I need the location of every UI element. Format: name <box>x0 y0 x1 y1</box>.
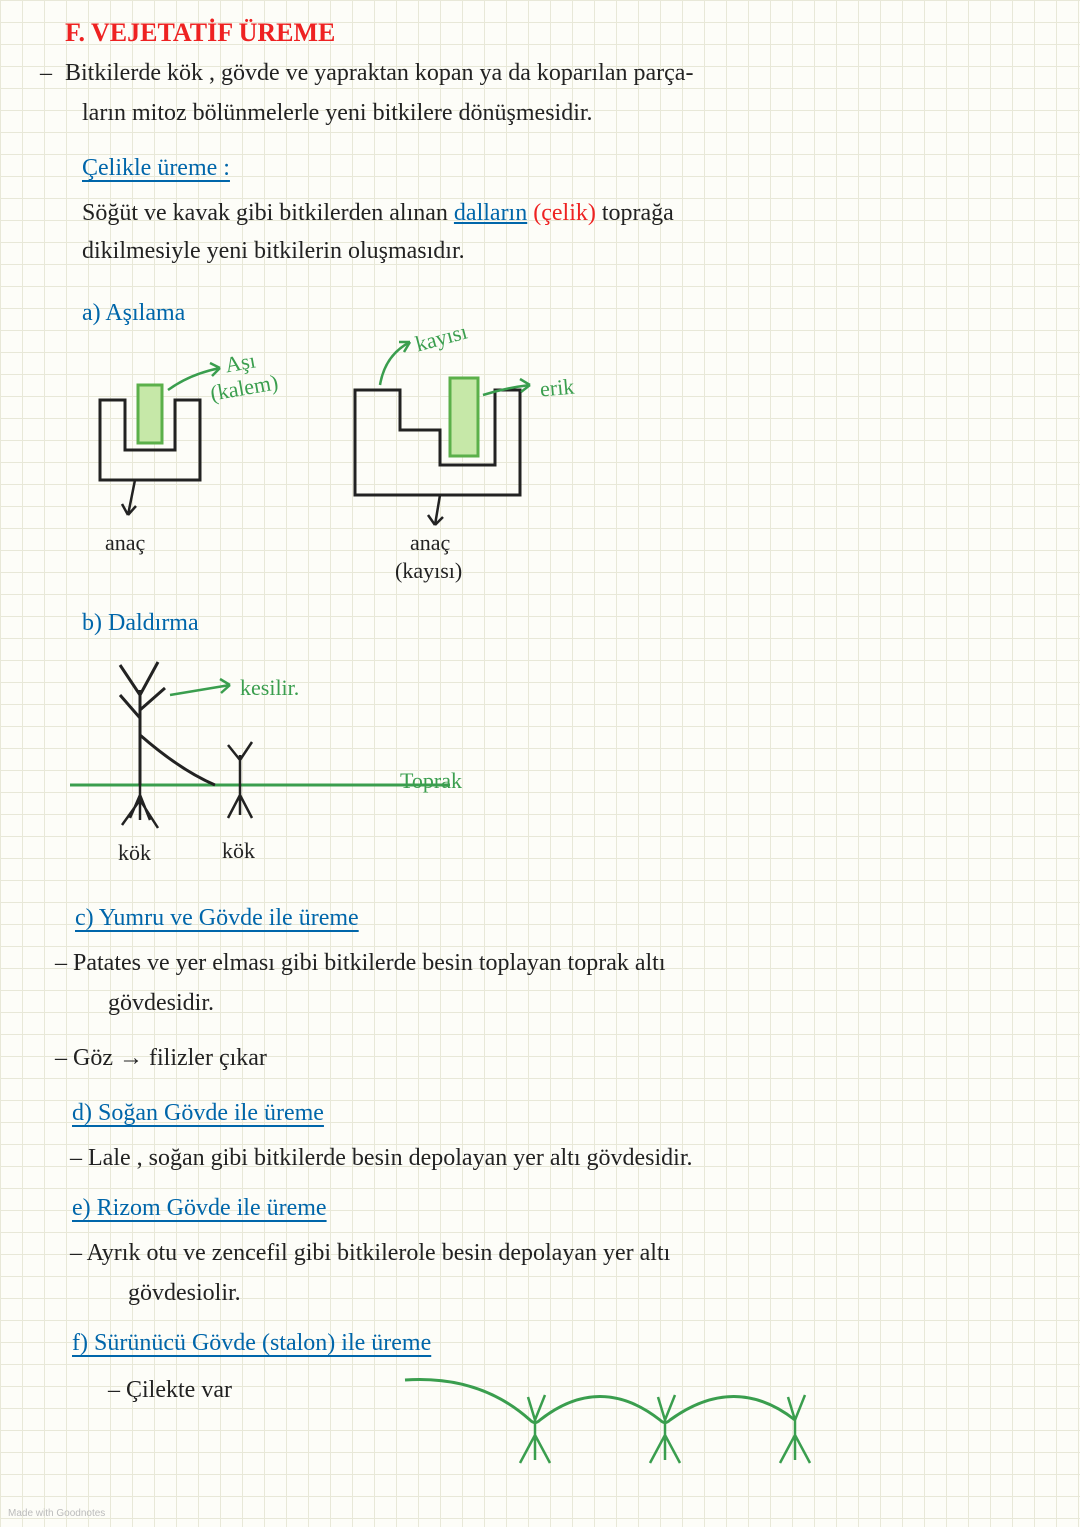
c-line2: gövdesidir. <box>108 985 214 1022</box>
a-anac-right2: (kayısı) <box>395 558 462 584</box>
celikle-dallarin: dalların <box>454 200 527 226</box>
intro-dash: – <box>40 55 52 92</box>
b-kok1: kök <box>118 840 151 866</box>
celikle-heading: Çelikle üreme : <box>82 155 230 182</box>
a-erik: erik <box>539 374 575 403</box>
e-line2: gövdesiolir. <box>128 1275 241 1312</box>
e-line1: – Ayrık otu ve zencefil gibi bitkilerole… <box>70 1235 1070 1272</box>
celikle-line2: dikilmesiyle yeni bitkilerin oluşmasıdır… <box>82 233 465 270</box>
b-kok2: kök <box>222 838 255 864</box>
stolon-diagram <box>400 1365 900 1515</box>
celikle-line1d: toprağa <box>596 200 674 226</box>
celikle-line1: Söğüt ve kavak gibi bitkilerden alınan d… <box>82 195 674 232</box>
c-heading: c) Yumru ve Gövde ile üreme <box>75 905 359 932</box>
d-line1: – Lale , soğan gibi bitkilerde besin dep… <box>70 1140 1070 1177</box>
intro-line2: ların mitoz bölünmelerle yeni bitkilere … <box>82 95 1042 132</box>
f-line1: – Çilekte var <box>108 1372 232 1409</box>
watermark: Made with Goodnotes <box>8 1508 105 1519</box>
a-anac-right: anaç <box>410 530 450 556</box>
d-heading: d) Soğan Gövde ile üreme <box>72 1100 324 1127</box>
b-heading: b) Daldırma <box>82 610 199 637</box>
c-line1: – Patates ve yer elması gibi bitkilerde … <box>55 945 1055 982</box>
a-heading: a) Aşılama <box>82 300 185 327</box>
c-line3: – Göz → filizler çıkar <box>55 1040 267 1077</box>
b-toprak: Toprak <box>400 768 462 794</box>
e-heading: e) Rizom Gövde ile üreme <box>72 1195 327 1222</box>
graft-right <box>345 330 585 560</box>
celikle-celik: (çelik) <box>527 200 596 226</box>
title: F. VEJETATİF ÜREME <box>65 18 335 48</box>
b-kesilir: kesilir. <box>240 675 299 701</box>
intro-line1: Bitkilerde kök , gövde ve yapraktan kopa… <box>65 55 1055 92</box>
celikle-line1a: Söğüt ve kavak gibi bitkilerden alınan <box>82 200 454 226</box>
f-heading: f) Sürünücü Gövde (stalon) ile üreme <box>72 1330 431 1357</box>
a-anac-left: anaç <box>105 530 145 556</box>
